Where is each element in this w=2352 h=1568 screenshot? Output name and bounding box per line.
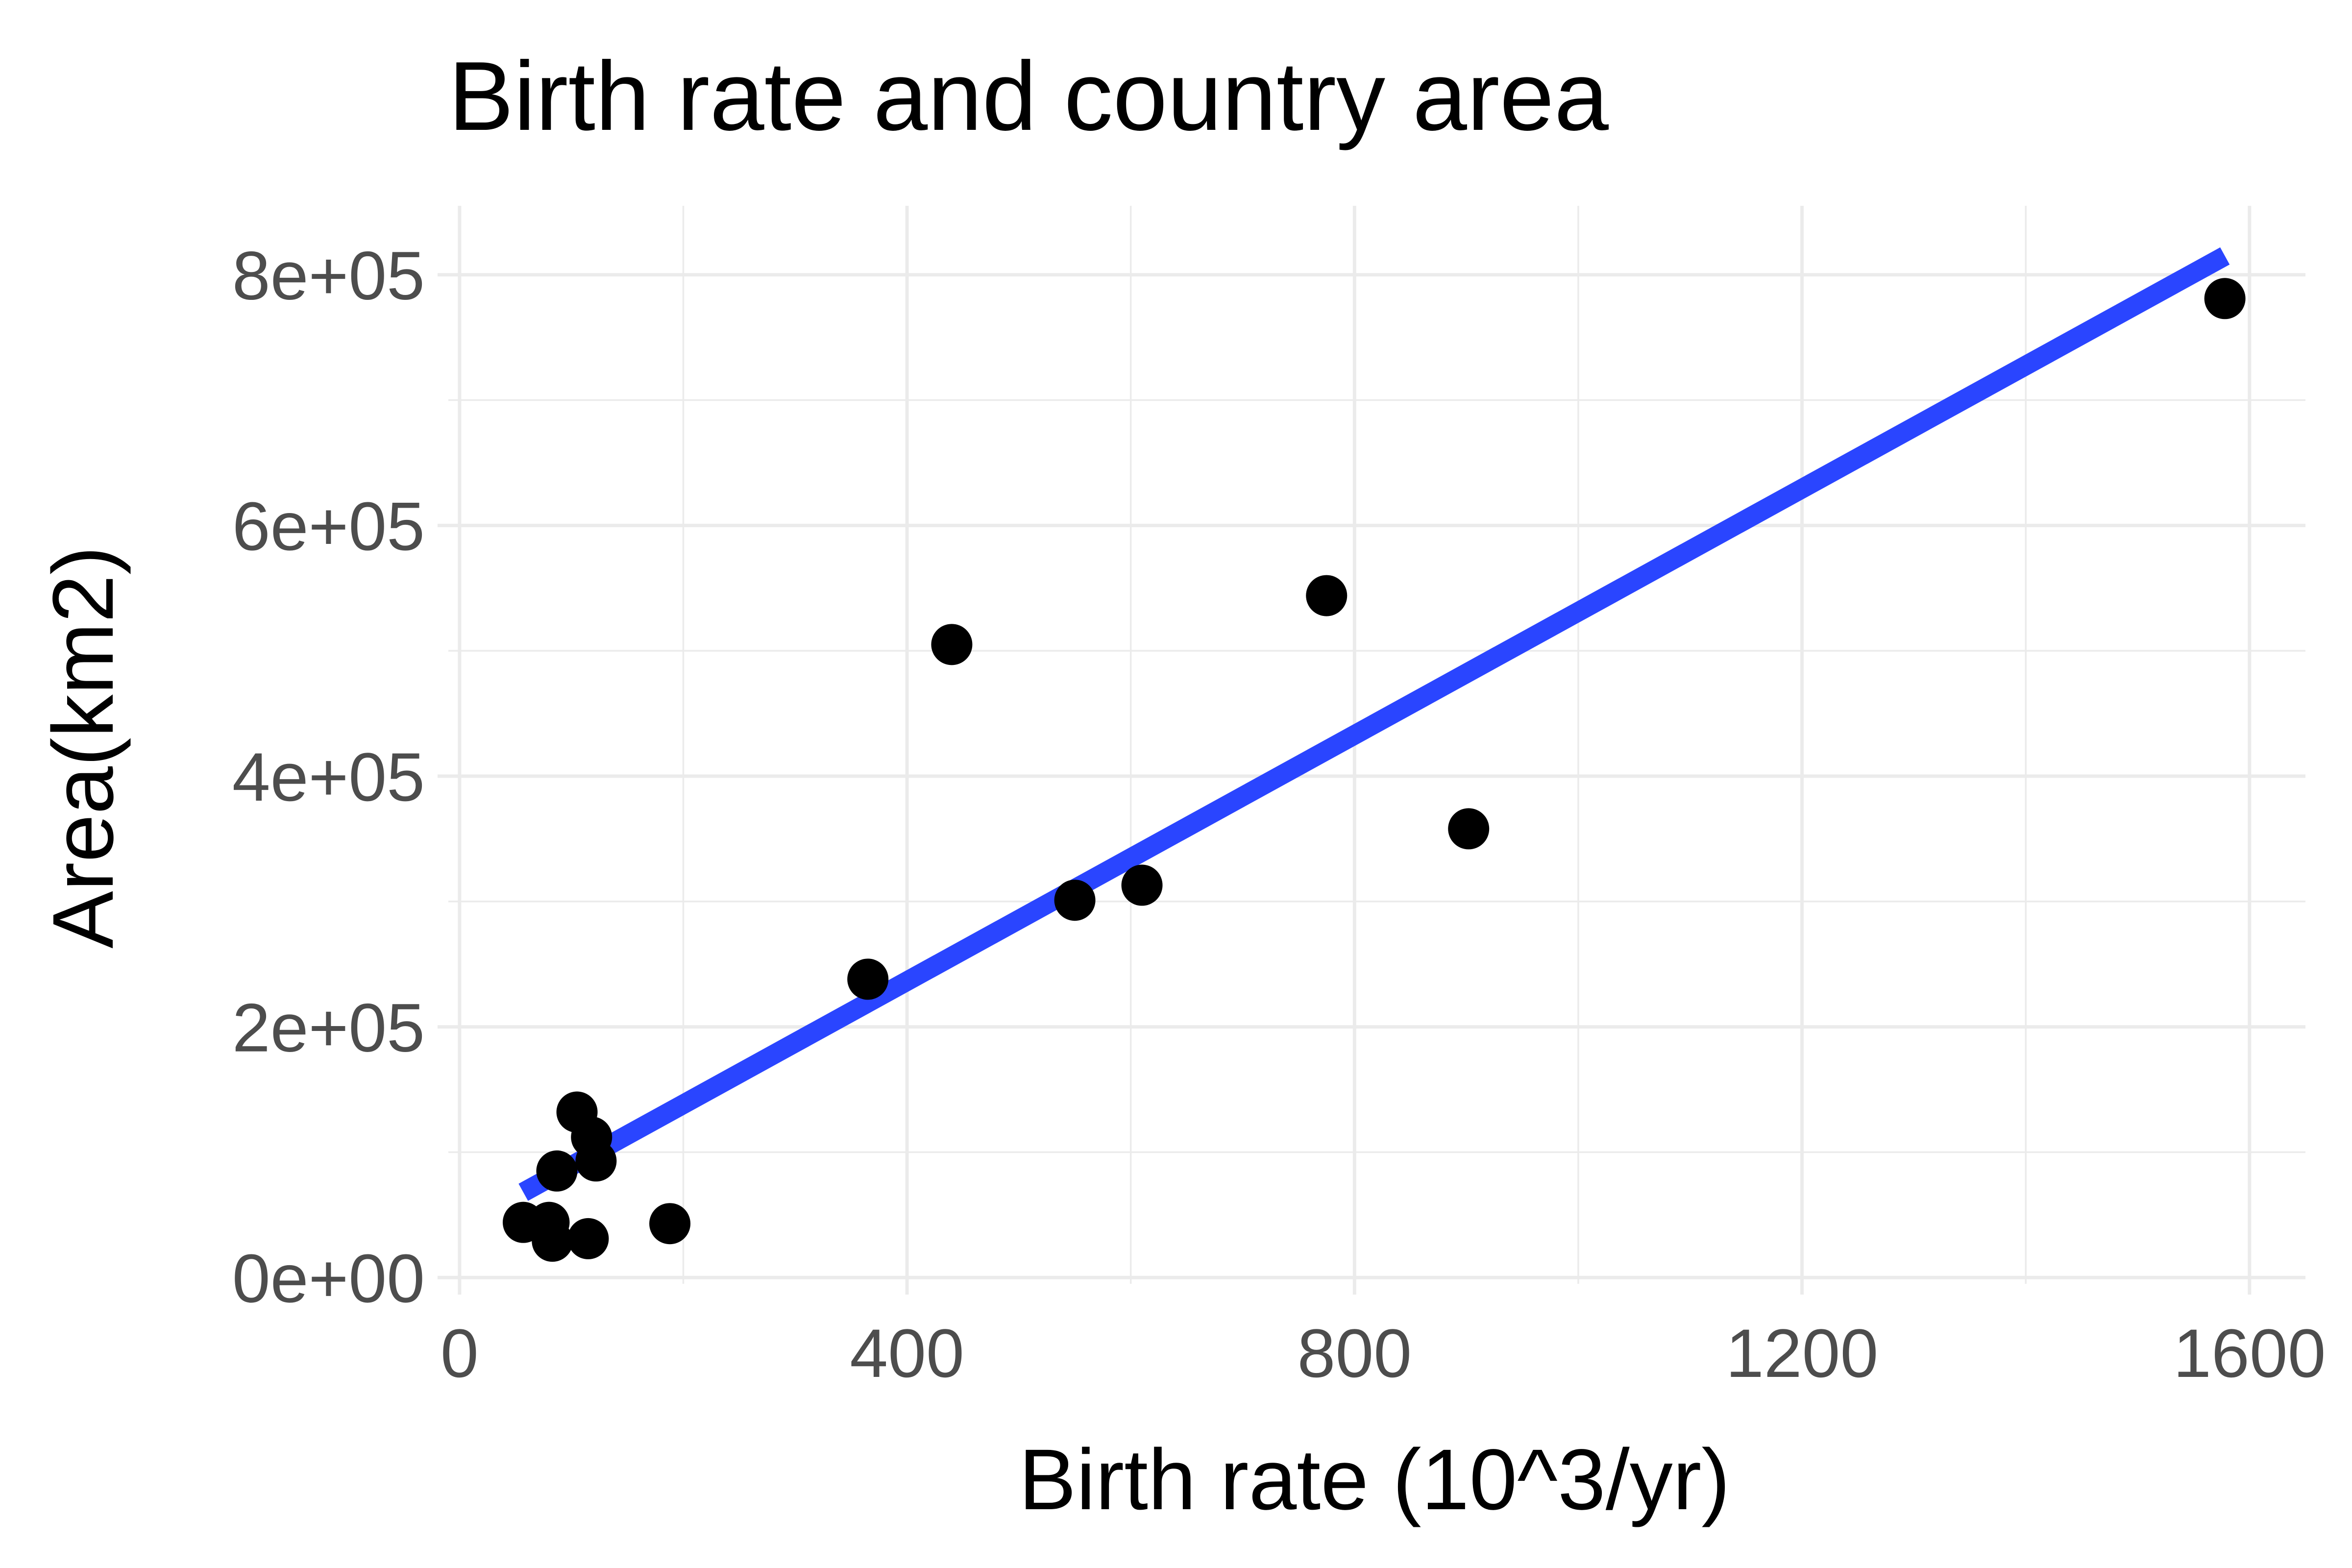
data-point	[1448, 808, 1490, 850]
data-point	[847, 958, 889, 1000]
x-tick-label: 400	[850, 1315, 964, 1392]
data-point	[649, 1203, 691, 1245]
trend-line-layer	[518, 247, 2230, 1201]
minor-gridlines	[448, 206, 2305, 1284]
x-tick-label: 0	[441, 1315, 479, 1392]
data-point	[1054, 880, 1096, 921]
chart-title: Birth rate and country area	[448, 42, 1609, 151]
y-axis-tick-labels: 0e+00 2e+05 4e+05 6e+05 8e+05	[232, 237, 425, 1317]
y-axis-title: Area(km2)	[35, 546, 131, 948]
data-points	[502, 278, 2246, 1262]
y-tick-label: 2e+05	[232, 989, 425, 1066]
x-tick-label: 800	[1298, 1315, 1412, 1392]
x-tick-label: 1200	[1726, 1315, 1878, 1392]
y-tick-label: 0e+00	[232, 1240, 425, 1317]
y-tick-label: 8e+05	[232, 237, 425, 314]
y-tick-label: 6e+05	[232, 488, 425, 564]
x-axis-title: Birth rate (10^3/yr)	[1019, 1432, 1730, 1528]
data-point	[532, 1221, 573, 1262]
data-point	[1121, 864, 1163, 906]
data-point	[1306, 575, 1348, 616]
x-tick-label: 1600	[2173, 1315, 2326, 1392]
data-point	[931, 624, 973, 665]
x-axis-tick-labels: 0 400 800 1200 1600	[441, 1315, 2326, 1392]
y-tick-label: 4e+05	[232, 738, 425, 815]
data-point	[575, 1140, 617, 1182]
data-point	[567, 1218, 609, 1259]
data-point	[536, 1150, 578, 1192]
major-gridlines	[448, 206, 2305, 1284]
data-point	[2204, 278, 2246, 319]
trend-line	[518, 247, 2230, 1201]
axis-ticks	[438, 273, 2252, 1295]
